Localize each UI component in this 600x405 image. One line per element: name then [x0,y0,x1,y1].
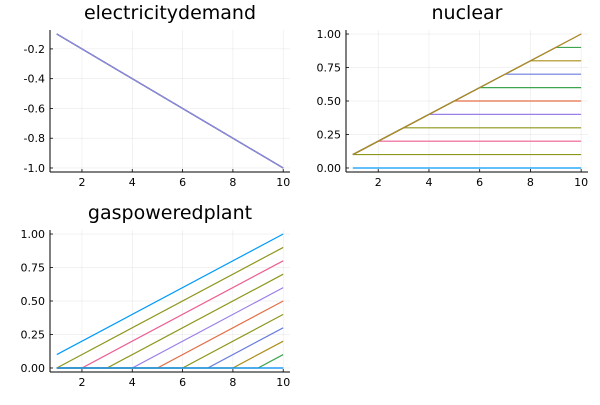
x-tick-label: 6 [476,176,483,189]
series-line [56,33,284,169]
x-tick-label: 2 [375,176,382,189]
x-tick-label: 4 [129,176,136,189]
x-tick-label: 6 [179,376,186,389]
x-tick-label: 10 [276,176,290,189]
y-tick-label: 0.25 [21,328,46,341]
y-tick-label: 0.75 [317,62,342,75]
series-line [56,246,284,369]
y-tick-label: -1.0 [24,162,45,175]
x-tick-label: 6 [179,176,186,189]
y-tick-label: 1.00 [21,228,46,241]
x-tick-label: 8 [527,176,534,189]
chart-title: electricitydemand [84,2,256,24]
x-tick-label: 8 [229,176,236,189]
series-line [56,260,284,369]
x-tick-label: 2 [78,176,85,189]
series-line [56,233,284,356]
y-tick-label: -0.2 [24,43,45,56]
y-tick-label: -0.8 [24,132,45,145]
y-tick-label: 0.00 [21,362,46,375]
chart-panel-electricitydemand: 2 4 6 8 10 -1.0 -0.8 -0.6 -0.4 -0.2 electricitydem… [24,2,291,189]
chart-panel-gaspoweredplant: 2 4 6 8 10 0.00 0.25 0.50 0.75 1.00 gaspoweredplan… [21,202,291,389]
y-tick-label: 0.50 [317,95,342,108]
chart-title: gaspoweredplant [88,202,252,224]
y-tick-label: -0.4 [24,73,45,86]
y-tick-label: 0.00 [317,162,342,175]
x-tick-label: 2 [78,376,85,389]
chart-title: nuclear [432,2,503,24]
x-tick-label: 4 [425,176,432,189]
y-tick-label: 0.50 [21,295,46,308]
y-tick-label: 1.00 [317,28,342,41]
x-tick-label: 10 [574,176,588,189]
y-tick-label: 0.25 [317,128,342,141]
x-tick-label: 10 [276,376,290,389]
series-line [56,287,284,369]
series-line [352,60,582,156]
y-tick-label: -0.6 [24,102,45,115]
y-tick-label: 0.75 [21,262,46,275]
series-line [352,33,582,156]
series-line [352,86,582,156]
x-tick-label: 8 [229,376,236,389]
series-line [352,140,582,156]
chart-panel-nuclear: 2 4 6 8 10 0.00 0.25 0.50 0.75 1.00 nuclear [317,2,589,189]
x-tick-label: 4 [129,376,136,389]
